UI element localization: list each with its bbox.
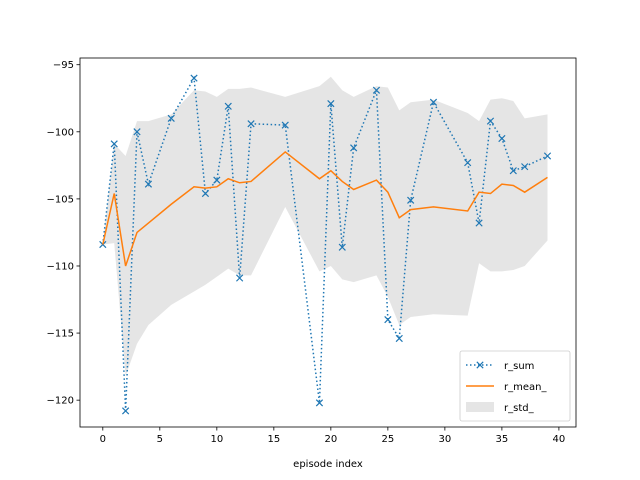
data-point-marker — [464, 159, 472, 167]
x-tick-label: 5 — [157, 434, 163, 445]
series-layer — [99, 74, 552, 415]
data-point-marker — [133, 128, 141, 136]
data-point-marker — [327, 99, 335, 108]
data-point-marker — [475, 219, 483, 227]
data-point-marker — [190, 74, 198, 82]
legend-label: r_std_ — [504, 403, 535, 414]
x-tick-label: 20 — [324, 434, 337, 445]
data-point-marker — [486, 117, 495, 125]
x-tick-label: 35 — [496, 434, 509, 445]
data-point-marker — [429, 98, 438, 106]
axes-layer: 0 5 10 15 20 25 30 35 40 −95 −100 −105 −110 −115 −120 — [47, 57, 577, 445]
x-tick-label: 0 — [100, 434, 106, 445]
legend: r_sum r_mean_ r_std_ — [459, 350, 571, 422]
x-tick-label: 25 — [381, 434, 394, 445]
legend-swatch-r-std — [466, 402, 494, 412]
data-point-marker — [338, 243, 346, 251]
data-point-marker — [224, 102, 232, 110]
legend-marker-r-sum — [476, 361, 484, 369]
data-point-marker — [395, 334, 403, 343]
data-point-marker — [384, 316, 392, 324]
y-tick-label: −95 — [53, 60, 74, 71]
data-point-marker — [372, 86, 381, 94]
data-point-marker — [281, 121, 289, 129]
x-tick-label: 10 — [210, 434, 223, 445]
data-point-marker — [315, 399, 324, 407]
data-point-marker — [167, 114, 175, 123]
y-tick-label: −100 — [47, 127, 74, 138]
legend-label: r_sum — [504, 361, 534, 372]
y-tick-label: −110 — [47, 261, 74, 272]
data-point-marker — [144, 180, 153, 188]
data-point-marker — [509, 167, 517, 175]
data-point-marker — [213, 176, 221, 184]
series-line-r-mean — [102, 150, 548, 267]
data-point-marker — [121, 407, 130, 415]
y-tick-label: −120 — [47, 396, 74, 407]
x-tick-label: 40 — [553, 434, 566, 445]
data-point-marker — [110, 140, 118, 148]
data-point-marker — [543, 152, 552, 160]
data-point-marker — [247, 120, 255, 128]
plot-frame — [79, 57, 577, 428]
data-point-marker — [521, 163, 529, 171]
y-tick-label: −115 — [47, 329, 74, 340]
data-point-marker — [236, 274, 244, 282]
std-band — [102, 76, 548, 377]
x-tick-label: 15 — [267, 434, 280, 445]
data-point-marker — [201, 189, 210, 198]
y-tick-label: −105 — [47, 194, 74, 205]
data-point-marker — [498, 134, 506, 143]
x-axis-label: episode index — [293, 459, 363, 470]
legend-label: r_mean_ — [504, 382, 547, 393]
data-point-marker — [350, 144, 358, 152]
data-point-marker — [99, 240, 107, 249]
data-point-marker — [407, 196, 415, 204]
std-band-layer — [102, 76, 548, 377]
x-tick-label: 30 — [439, 434, 452, 445]
